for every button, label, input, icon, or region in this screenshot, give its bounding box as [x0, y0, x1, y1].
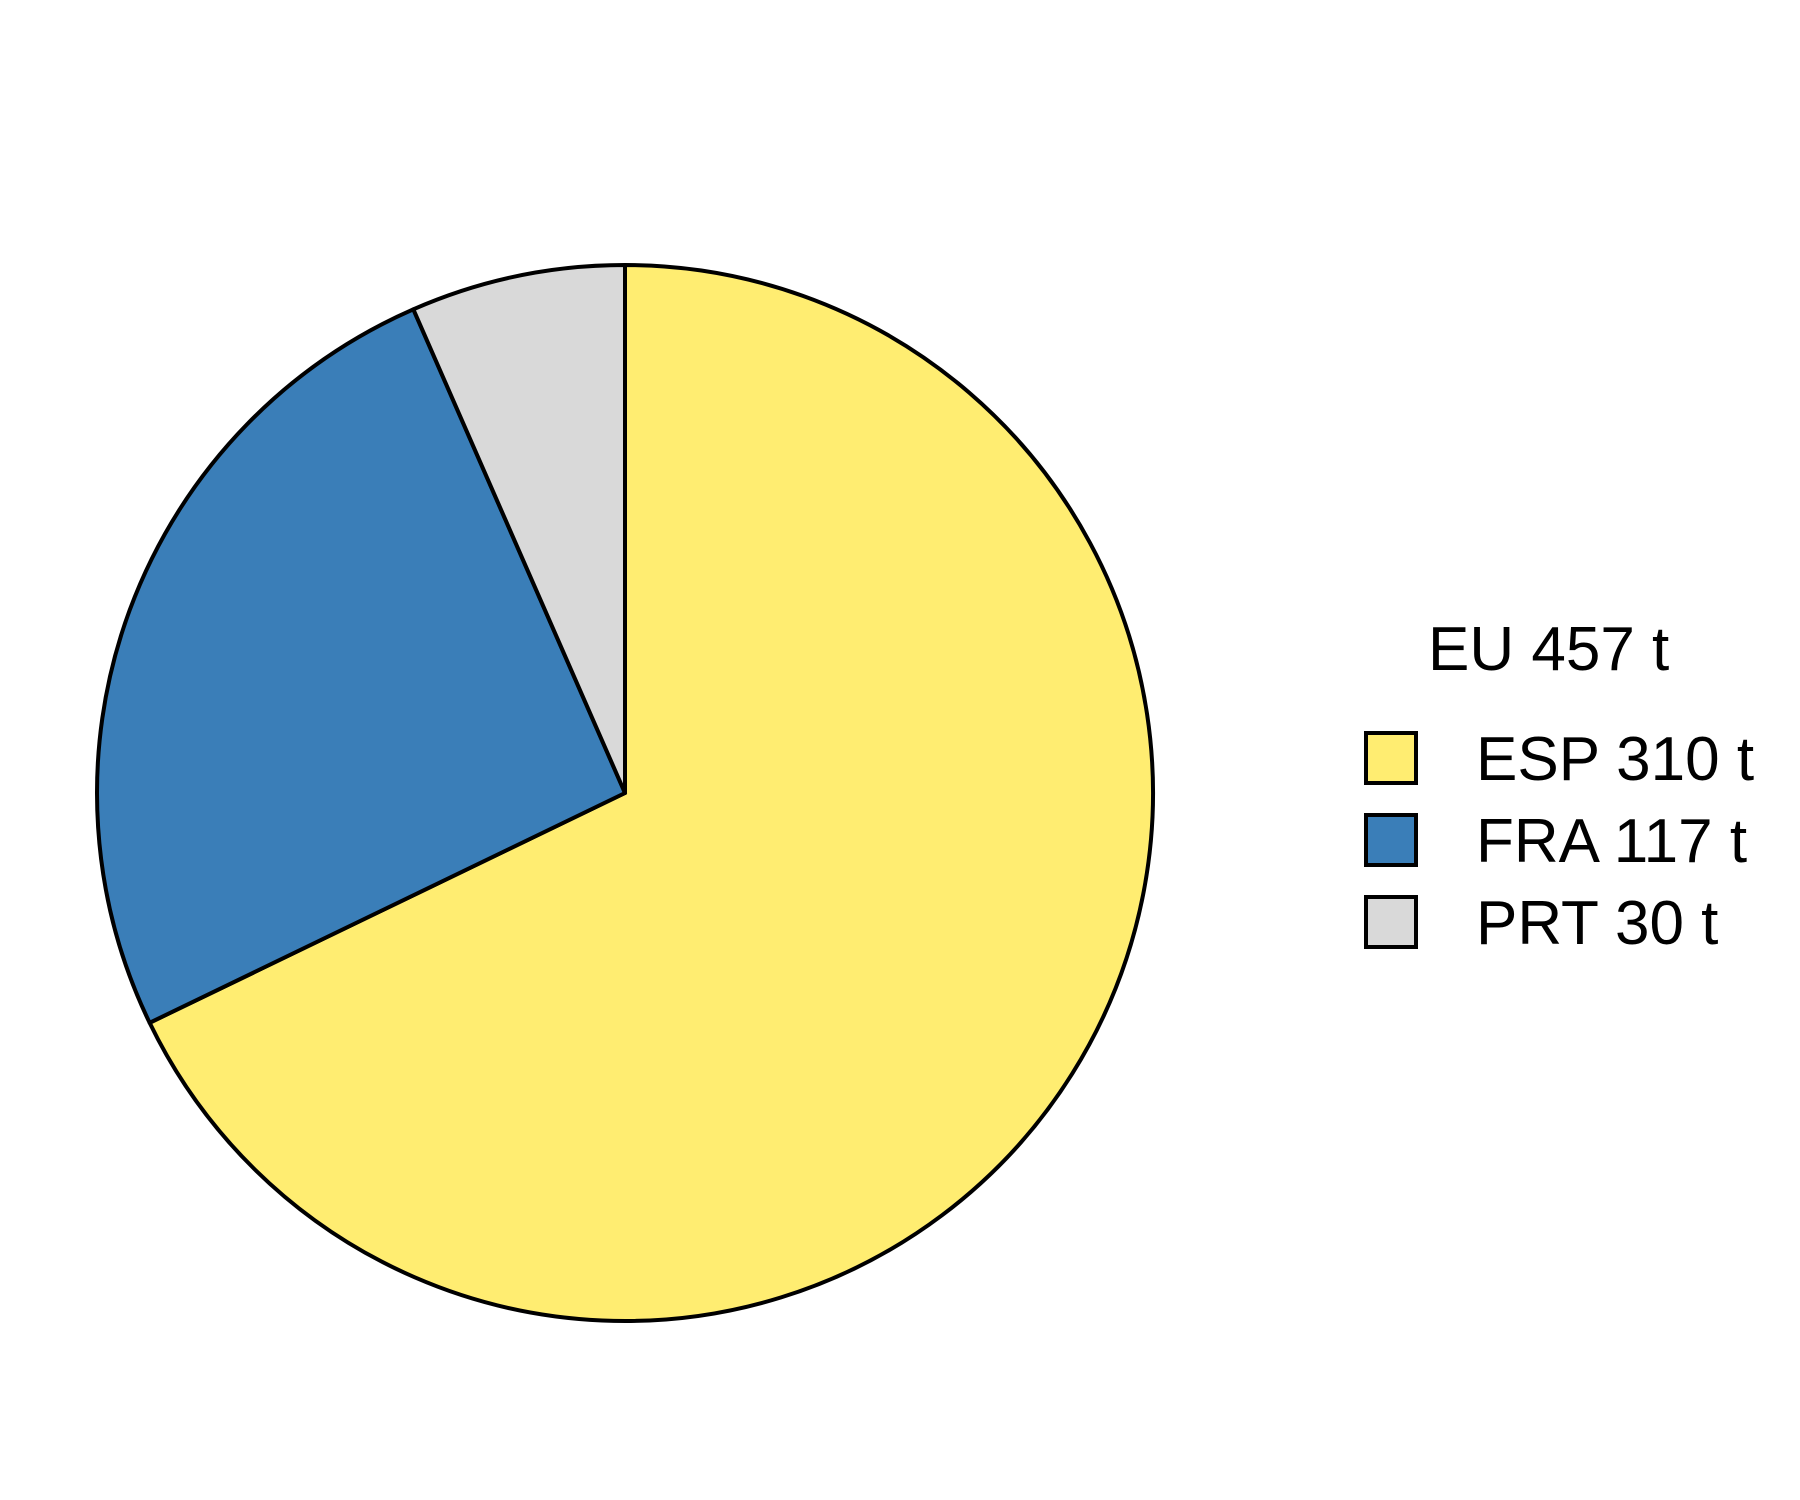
pie-slice-fra: [95, 307, 627, 1025]
pie-slice-prt: [411, 263, 627, 795]
pie-slice-esp: [147, 263, 1155, 1323]
legend-swatch-prt: [1364, 895, 1418, 949]
pie-slices: [95, 263, 1155, 1323]
legend-swatch-esp: [1364, 731, 1418, 785]
legend-items: ESP 310 t FRA 117 t PRT 30 t: [1364, 725, 1754, 958]
legend-label-fra: FRA 117 t: [1476, 807, 1747, 876]
legend: EU 457 t ESP 310 t FRA 117 t PRT 30 t: [1364, 615, 1754, 958]
legend-swatch-fra: [1364, 813, 1418, 867]
legend-title: EU 457 t: [1428, 615, 1669, 684]
legend-label-esp: ESP 310 t: [1476, 725, 1754, 794]
legend-label-prt: PRT 30 t: [1476, 889, 1718, 958]
